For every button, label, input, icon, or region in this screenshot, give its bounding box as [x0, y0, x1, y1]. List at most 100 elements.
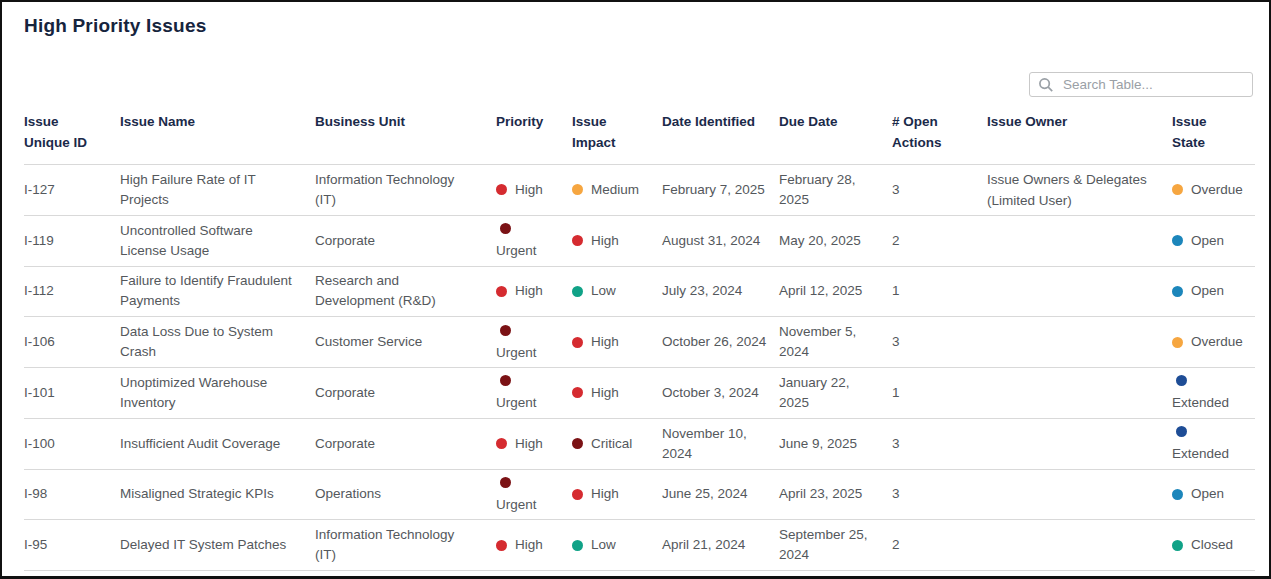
cell-issue-state: Overdue: [1172, 332, 1255, 352]
cell-open-actions: 1: [892, 383, 987, 403]
cell-issue-id: I-119: [24, 231, 120, 251]
cell-issue-state: Open: [1172, 484, 1255, 504]
cell-priority: Urgent: [496, 220, 572, 261]
col-header-open-actions: # Open Actions: [892, 111, 987, 153]
cell-issue-state: Extended: [1172, 423, 1255, 464]
col-header-business-unit: Business Unit: [315, 111, 496, 132]
cell-date-identified: October 3, 2024: [662, 383, 779, 403]
cell-open-actions: 2: [892, 535, 987, 555]
state-dot: [1172, 540, 1183, 551]
priority-dot: [500, 375, 511, 386]
col-header-date-identified: Date Identified: [662, 111, 779, 132]
cell-issue-impact: Low: [572, 535, 662, 555]
cell-issue-id: I-101: [24, 383, 120, 403]
cell-issue-state: Open: [1172, 231, 1255, 251]
cell-date-identified: February 7, 2025: [662, 180, 779, 200]
col-header-issue-state: Issue State: [1172, 111, 1255, 153]
cell-issue-name: Delayed IT System Patches: [120, 535, 315, 555]
cell-issue-id: I-127: [24, 180, 120, 200]
priority-dot: [500, 223, 511, 234]
state-dot: [1172, 337, 1183, 348]
cell-date-identified: October 26, 2024: [662, 332, 779, 352]
state-dot: [1172, 184, 1183, 195]
cell-open-actions: 3: [892, 434, 987, 454]
cell-open-actions: 3: [892, 484, 987, 504]
cell-open-actions: 3: [892, 332, 987, 352]
cell-issue-id: I-100: [24, 434, 120, 454]
cell-due-date: February 28, 2025: [779, 170, 892, 210]
cell-issue-name: Failure to Identify Fraudulent Payments: [120, 271, 315, 311]
cell-issue-impact: Low: [572, 281, 662, 301]
priority-dot: [500, 325, 511, 336]
cell-due-date: June 9, 2025: [779, 434, 892, 454]
priority-dot: [496, 540, 507, 551]
cell-priority: High: [496, 281, 572, 301]
search-input[interactable]: [1063, 77, 1244, 92]
cell-business-unit: Information Technology (IT): [315, 525, 496, 565]
priority-dot: [496, 438, 507, 449]
impact-dot: [572, 184, 583, 195]
cell-priority: Urgent: [496, 322, 572, 363]
table-row[interactable]: I-112 Failure to Identify Fraudulent Pay…: [24, 267, 1255, 318]
issues-table: Issue Unique ID Issue Name Business Unit…: [24, 102, 1255, 571]
cell-priority: Urgent: [496, 474, 572, 515]
col-header-issue-name: Issue Name: [120, 111, 315, 132]
cell-issue-impact: High: [572, 383, 662, 403]
cell-issue-name: Unoptimized Warehouse Inventory: [120, 373, 315, 413]
state-dot: [1172, 235, 1183, 246]
cell-business-unit: Customer Service: [315, 332, 496, 352]
table-search-box[interactable]: [1029, 72, 1253, 97]
impact-dot: [572, 540, 583, 551]
table-row[interactable]: I-100 Insufficient Audit Coverage Corpor…: [24, 419, 1255, 470]
cell-issue-name: High Failure Rate of IT Projects: [120, 170, 315, 210]
cell-date-identified: April 21, 2024: [662, 535, 779, 555]
cell-business-unit: Operations: [315, 484, 496, 504]
cell-date-identified: August 31, 2024: [662, 231, 779, 251]
table-header-row: Issue Unique ID Issue Name Business Unit…: [24, 102, 1255, 165]
cell-date-identified: June 25, 2024: [662, 484, 779, 504]
priority-dot: [496, 286, 507, 297]
cell-open-actions: 2: [892, 231, 987, 251]
high-priority-issues-report: High Priority Issues Issue Unique ID Iss…: [0, 0, 1271, 579]
table-row[interactable]: I-127 High Failure Rate of IT Projects I…: [24, 165, 1255, 216]
col-header-priority: Priority: [496, 111, 572, 132]
table-row[interactable]: I-101 Unoptimized Warehouse Inventory Co…: [24, 368, 1255, 419]
table-row[interactable]: I-106 Data Loss Due to System Crash Cust…: [24, 317, 1255, 368]
cell-issue-state: Extended: [1172, 372, 1255, 413]
cell-due-date: April 23, 2025: [779, 484, 892, 504]
cell-issue-name: Data Loss Due to System Crash: [120, 322, 315, 362]
cell-issue-owner: Issue Owners & Delegates (Limited User): [987, 169, 1172, 211]
col-header-issue-owner: Issue Owner: [987, 111, 1172, 132]
table-row[interactable]: I-98 Misaligned Strategic KPIs Operation…: [24, 470, 1255, 521]
cell-priority: High: [496, 180, 572, 200]
cell-date-identified: July 23, 2024: [662, 281, 779, 301]
cell-business-unit: Corporate: [315, 383, 496, 403]
cell-open-actions: 1: [892, 281, 987, 301]
cell-business-unit: Corporate: [315, 231, 496, 251]
impact-dot: [572, 387, 583, 398]
impact-dot: [572, 489, 583, 500]
state-dot: [1176, 426, 1187, 437]
cell-due-date: November 5, 2024: [779, 322, 892, 362]
cell-due-date: September 25, 2024: [779, 525, 892, 565]
cell-issue-id: I-95: [24, 535, 120, 555]
col-header-issue-impact: Issue Impact: [572, 111, 662, 153]
cell-issue-id: I-106: [24, 332, 120, 352]
cell-business-unit: Research and Development (R&D): [315, 271, 496, 311]
cell-priority: Urgent: [496, 372, 572, 413]
cell-issue-state: Overdue: [1172, 180, 1255, 200]
search-icon: [1038, 77, 1054, 93]
state-dot: [1172, 286, 1183, 297]
cell-business-unit: Corporate: [315, 434, 496, 454]
impact-dot: [572, 337, 583, 348]
col-header-issue-unique-id: Issue Unique ID: [24, 111, 120, 153]
impact-dot: [572, 235, 583, 246]
col-header-due-date: Due Date: [779, 111, 892, 132]
cell-issue-impact: High: [572, 231, 662, 251]
table-row[interactable]: I-95 Delayed IT System Patches Informati…: [24, 520, 1255, 571]
cell-due-date: January 22, 2025: [779, 373, 892, 413]
cell-due-date: April 12, 2025: [779, 281, 892, 301]
cell-date-identified: November 10, 2024: [662, 424, 779, 464]
table-row[interactable]: I-119 Uncontrolled Software License Usag…: [24, 216, 1255, 267]
cell-issue-name: Uncontrolled Software License Usage: [120, 221, 315, 261]
